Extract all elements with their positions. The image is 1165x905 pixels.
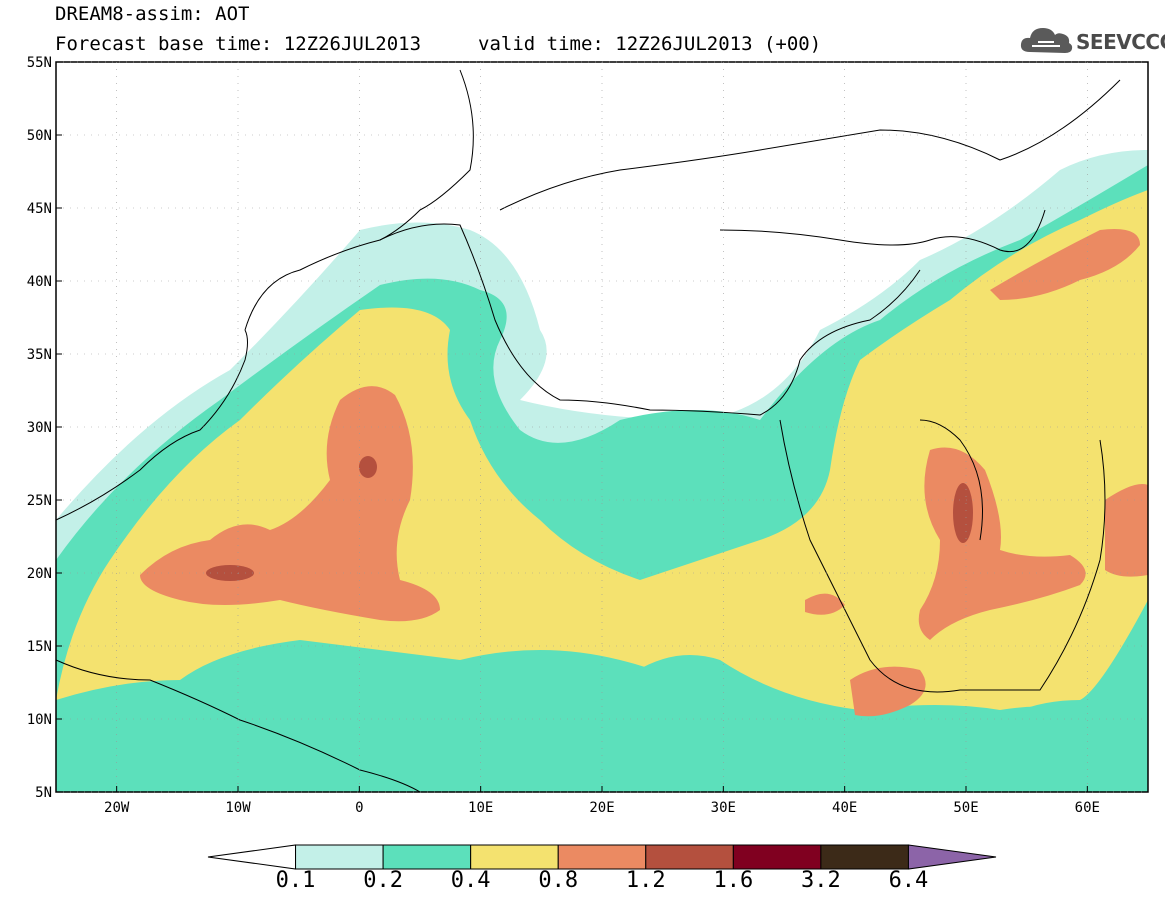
colorbar-boxes	[207, 844, 997, 870]
aot-0.4-0.8-region	[56, 190, 1148, 766]
lat-tick-label: 30N	[27, 420, 52, 436]
aot-0.8-1.2-east	[1105, 484, 1148, 577]
aot-0.8-1.2-caspian	[990, 229, 1140, 300]
lon-tick-label: 10E	[468, 800, 493, 816]
aot-1.2-1.6-core-algeria	[359, 456, 377, 478]
axis-ticks: 55N 50N 45N 40N 35N 30N 25N 20N 15N 10N 5N 20W 10W 0 1…	[27, 55, 1148, 816]
coastlines	[55, 69, 1121, 793]
lat-tick-label: 40N	[27, 274, 52, 290]
map-title: DREAM8-assim: AOT	[55, 3, 250, 25]
colorbar-box	[557, 844, 647, 870]
aot-1.2-1.6-core-arabia	[953, 483, 973, 543]
colorbar-label: 0.4	[450, 868, 491, 893]
lon-tick-label: 10W	[225, 800, 251, 816]
logo-text: SEEVCCC	[1076, 30, 1165, 54]
lat-tick-label: 25N	[27, 493, 52, 509]
aot-1.2-1.6-core-mauritania	[206, 565, 254, 581]
colorbar-label: 0.2	[363, 868, 403, 893]
valid-time: valid time: 12Z26JUL2013 (+00)	[478, 33, 822, 55]
colorbar-box	[295, 844, 384, 870]
aot-0.8-1.2-sahara	[140, 386, 440, 622]
lon-tick-label: 30E	[711, 800, 736, 816]
colorbar-box	[732, 844, 822, 870]
colorbar-label: 3.2	[801, 868, 841, 893]
colorbar-box	[820, 844, 909, 870]
colorbar-box	[645, 844, 734, 870]
colorbar-box	[470, 844, 559, 870]
lon-tick-label: 50E	[953, 800, 978, 816]
lat-tick-label: 55N	[27, 55, 52, 71]
colorbar-label: 1.6	[713, 868, 754, 893]
lat-tick-label: 50N	[27, 128, 52, 144]
lon-tick-label: 60E	[1075, 800, 1100, 816]
aot-0.8-1.2-sudan	[805, 593, 845, 615]
colorbar-label: 6.4	[888, 868, 929, 893]
lon-tick-label: 20W	[104, 800, 130, 816]
lat-tick-label: 15N	[27, 639, 52, 655]
aot-0.2-0.4-south-band	[56, 655, 1100, 792]
colorbar-box	[382, 844, 472, 870]
lat-tick-label: 5N	[35, 785, 52, 801]
colorbar-label: 0.8	[538, 868, 579, 893]
lat-tick-label: 35N	[27, 347, 52, 363]
colorbar-label: 1.2	[625, 868, 666, 893]
colorbar-label: 0.1	[275, 868, 316, 893]
lat-tick-label: 10N	[27, 712, 52, 728]
lat-tick-label: 20N	[27, 566, 52, 582]
lat-tick-label: 45N	[27, 201, 52, 217]
lon-tick-label: 0	[355, 800, 363, 816]
seevccc-logo: SEEVCCC	[1018, 22, 1165, 58]
lon-tick-label: 20E	[589, 800, 614, 816]
colorbar-over-triangle	[907, 844, 997, 870]
cloud-icon	[1020, 28, 1073, 53]
forecast-base-time: Forecast base time: 12Z26JUL2013	[55, 33, 422, 55]
aot-0.8-1.2-horn	[850, 666, 926, 717]
lon-tick-label: 40E	[832, 800, 857, 816]
colorbar-under-triangle	[207, 844, 297, 870]
